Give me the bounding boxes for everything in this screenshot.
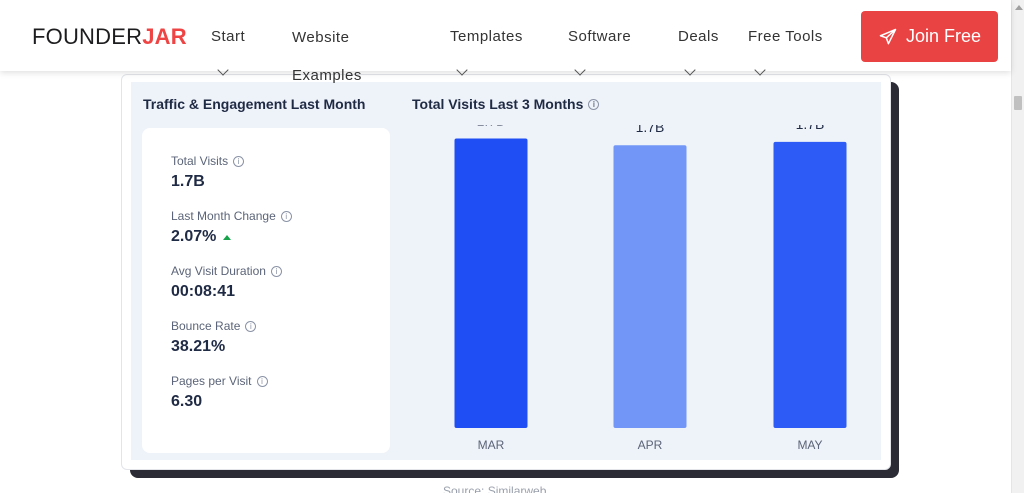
nav-templates[interactable]: Templates xyxy=(450,28,523,45)
bar-apr[interactable] xyxy=(613,145,687,428)
data-label-apr: 1.7B xyxy=(636,125,665,135)
info-icon[interactable]: i xyxy=(233,155,245,167)
total-visits-chart: 1.7B MAR 1.7B APR 1.7B MAY xyxy=(412,112,872,460)
logo-jar: JAR xyxy=(142,24,187,49)
info-icon[interactable]: i xyxy=(280,210,292,222)
metric-pages-per-visit: Pages per Visit i 6.30 xyxy=(171,374,268,411)
nav-deals[interactable]: Deals xyxy=(678,28,719,45)
metric-label: Avg Visit Duration xyxy=(171,264,266,278)
data-label-mar: 1.7B xyxy=(477,125,506,128)
page-scrollbar[interactable] xyxy=(1011,0,1024,493)
paper-plane-icon xyxy=(879,28,897,44)
metrics-panel: Total Visits i 1.7B Last Month Change i 2.… xyxy=(142,128,390,453)
site-header: FOUNDERJAR Start Website Examples Templa… xyxy=(0,0,1011,84)
nav-software[interactable]: Software xyxy=(568,28,632,45)
x-tick-mar: MAR xyxy=(478,438,505,452)
logo-founder: FOUNDER xyxy=(32,24,143,49)
bar-may[interactable] xyxy=(773,141,847,429)
nav-website-examples[interactable]: Website Examples xyxy=(292,29,362,84)
metric-label: Bounce Rate xyxy=(171,319,241,333)
x-tick-apr: APR xyxy=(638,438,663,452)
source-caption: Source: Similarweb xyxy=(443,484,547,493)
nav-start[interactable]: Start xyxy=(211,28,246,45)
metric-label: Last Month Change xyxy=(171,209,276,223)
bar-mar[interactable] xyxy=(454,138,528,428)
scroll-up-arrow-icon[interactable] xyxy=(1015,5,1023,10)
founderjar-logo[interactable]: FOUNDERJAR xyxy=(32,24,187,50)
total-visits-title-text: Total Visits Last 3 Months xyxy=(412,96,584,112)
metric-avg-visit-duration: Avg Visit Duration i 00:08:41 xyxy=(171,264,282,301)
total-visits-title: Total Visits Last 3 Months i xyxy=(412,96,600,112)
nav-free-tools[interactable]: Free Tools xyxy=(748,28,823,45)
metric-value: 00:08:41 xyxy=(171,283,236,300)
info-icon[interactable]: i xyxy=(245,320,257,332)
traffic-engagement-title: Traffic & Engagement Last Month xyxy=(143,96,366,112)
join-free-button[interactable]: Join Free xyxy=(861,11,998,62)
metric-value: 1.7B xyxy=(171,173,205,190)
metric-value: 6.30 xyxy=(171,393,203,410)
join-free-label: Join Free xyxy=(905,26,982,46)
info-icon[interactable]: i xyxy=(256,375,268,387)
metric-label: Total Visits xyxy=(171,154,229,168)
metric-bounce-rate: Bounce Rate i 38.21% xyxy=(171,319,257,356)
info-icon[interactable]: i xyxy=(270,265,282,277)
metric-last-month-change: Last Month Change i 2.07% xyxy=(171,209,292,246)
x-tick-may: MAY xyxy=(797,438,822,452)
info-icon[interactable]: i xyxy=(588,98,600,110)
metric-total-visits: Total Visits i 1.7B xyxy=(171,154,245,191)
metric-value: 2.07% xyxy=(171,228,217,245)
bar-chart-svg: 1.7B MAR 1.7B APR 1.7B MAY xyxy=(454,112,847,452)
trend-up-icon xyxy=(223,234,232,240)
data-label-may: 1.7B xyxy=(796,125,825,132)
scroll-thumb[interactable] xyxy=(1014,96,1022,110)
metric-value: 38.21% xyxy=(171,338,226,355)
metric-label: Pages per Visit xyxy=(171,374,252,388)
